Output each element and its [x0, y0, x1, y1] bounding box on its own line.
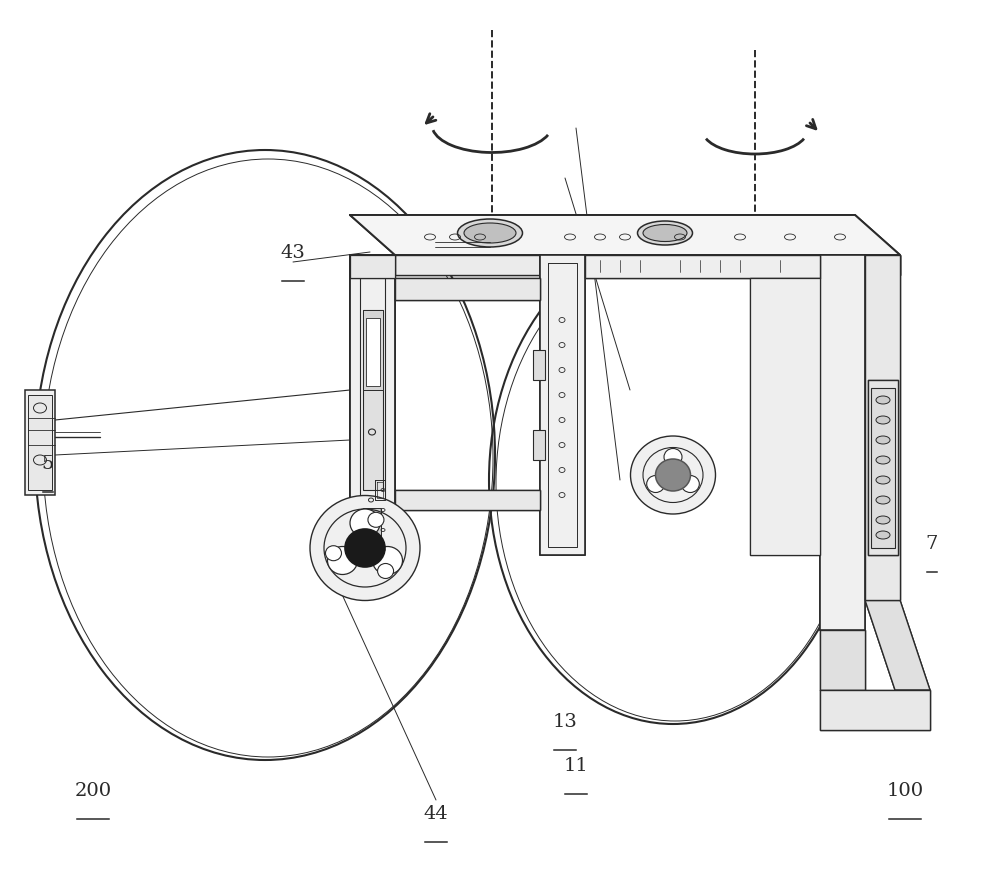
Ellipse shape: [378, 564, 394, 579]
Ellipse shape: [631, 436, 716, 514]
Text: 43: 43: [281, 244, 305, 262]
Polygon shape: [395, 278, 540, 300]
Polygon shape: [395, 490, 540, 510]
Bar: [25, 390, 55, 495]
Ellipse shape: [350, 509, 380, 537]
Ellipse shape: [325, 546, 341, 561]
Text: 44: 44: [424, 805, 448, 823]
Bar: [358, 500, 386, 560]
Ellipse shape: [310, 495, 420, 600]
Ellipse shape: [647, 476, 665, 493]
Bar: [366, 318, 380, 386]
Ellipse shape: [876, 396, 890, 404]
Polygon shape: [865, 255, 900, 600]
Text: 200: 200: [74, 782, 112, 800]
Ellipse shape: [656, 459, 690, 491]
Bar: [363, 508, 381, 552]
Polygon shape: [750, 278, 820, 555]
Ellipse shape: [464, 223, 516, 243]
Ellipse shape: [458, 219, 522, 247]
Polygon shape: [868, 380, 898, 555]
Ellipse shape: [681, 476, 699, 493]
Bar: [28, 395, 52, 490]
Polygon shape: [820, 690, 930, 730]
Bar: [533, 430, 545, 460]
Polygon shape: [350, 255, 395, 278]
Text: 13: 13: [553, 713, 577, 731]
Polygon shape: [395, 255, 900, 275]
Ellipse shape: [876, 496, 890, 504]
Polygon shape: [820, 630, 865, 690]
Ellipse shape: [373, 547, 403, 574]
Ellipse shape: [876, 436, 890, 444]
Text: 5: 5: [42, 455, 54, 473]
Bar: [533, 350, 545, 380]
Text: 7: 7: [926, 535, 938, 553]
Ellipse shape: [876, 531, 890, 539]
Bar: [363, 310, 383, 490]
Ellipse shape: [664, 448, 682, 466]
Ellipse shape: [876, 456, 890, 464]
Polygon shape: [540, 255, 585, 555]
Ellipse shape: [345, 529, 385, 567]
Ellipse shape: [876, 416, 890, 424]
Bar: [363, 310, 383, 390]
Polygon shape: [350, 255, 395, 585]
Text: 100: 100: [886, 782, 924, 800]
Text: 11: 11: [564, 757, 588, 775]
Polygon shape: [865, 600, 930, 690]
Ellipse shape: [638, 221, 692, 245]
Ellipse shape: [643, 225, 687, 242]
Polygon shape: [350, 215, 900, 255]
Bar: [871, 388, 895, 548]
Ellipse shape: [876, 476, 890, 484]
Ellipse shape: [876, 516, 890, 524]
Ellipse shape: [327, 547, 357, 574]
Polygon shape: [820, 255, 865, 630]
Polygon shape: [585, 255, 820, 278]
Ellipse shape: [368, 512, 384, 527]
Polygon shape: [350, 255, 395, 275]
